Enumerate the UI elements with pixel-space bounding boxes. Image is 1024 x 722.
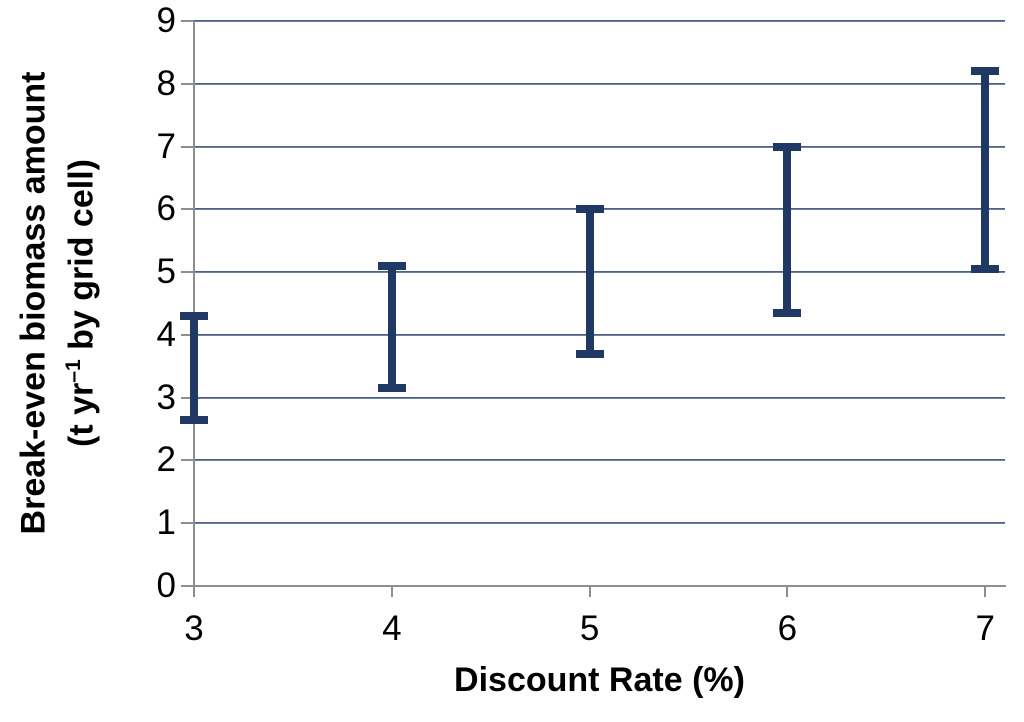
y-tick-5: [181, 271, 194, 274]
error-bar-cap-high-7: [971, 67, 1000, 76]
y-axis-line: [193, 21, 195, 597]
gridline-y-5: [194, 271, 1005, 274]
x-tick-label-6: 6: [777, 609, 798, 648]
y-axis-title-line1: Break-even biomass amount: [14, 71, 53, 535]
y-tick-label-1: 1: [156, 503, 176, 543]
y-tick-1: [181, 522, 194, 525]
y-axis-title: Break-even biomass amount (t yr–1 by gri…: [10, 21, 110, 586]
y-tick-0: [181, 585, 194, 587]
error-bar-cap-low-4: [377, 384, 406, 393]
y-tick-label-8: 8: [156, 63, 176, 103]
x-tick-7: [984, 586, 987, 597]
y-tick-6: [181, 208, 194, 211]
y-tick-label-4: 4: [156, 314, 176, 354]
x-tick-6: [786, 586, 789, 597]
error-bar-cap-high-5: [575, 205, 604, 214]
y-tick-label-9: 9: [156, 1, 176, 40]
y-tick-7: [181, 145, 194, 148]
gridline-y-4: [194, 333, 1005, 336]
y-tick-label-7: 7: [156, 126, 176, 166]
x-tick-3: [193, 586, 195, 597]
error-bar-stem-6: [783, 146, 792, 313]
y-axis-title-line2: (t yr–1 by grid cell): [58, 21, 106, 586]
error-bar-cap-low-7: [971, 264, 1000, 273]
y-tick-2: [181, 459, 194, 462]
y-tick-label-3: 3: [156, 377, 176, 417]
y-tick-3: [181, 396, 194, 399]
gridline-y-2: [194, 459, 1005, 462]
x-tick-label-4: 4: [382, 609, 402, 648]
error-bar-cap-high-6: [773, 142, 802, 151]
gridline-y-7: [194, 145, 1005, 148]
y-axis-title-line2-suffix: by grid cell): [62, 159, 101, 360]
y-tick-label-2: 2: [156, 440, 176, 480]
x-tick-label-3: 3: [184, 609, 204, 648]
y-tick-label-5: 5: [156, 252, 176, 292]
error-bar-stem-3: [190, 316, 198, 420]
error-bar-cap-low-3: [180, 415, 208, 424]
y-axis-title-line2-prefix: (t yr: [62, 382, 101, 447]
gridline-y-8: [194, 82, 1005, 85]
y-axis-title-superscript: –1: [62, 359, 86, 383]
y-tick-4: [181, 333, 194, 336]
error-bar-stem-4: [387, 265, 396, 389]
error-bar-stem-5: [585, 209, 594, 354]
gridline-y-1: [194, 522, 1005, 525]
x-tick-4: [390, 586, 393, 597]
error-bar-stem-7: [981, 71, 990, 269]
plot-area: 0 1 2 3 4 5 6 7 8 9 3 4 5 6 7: [157, 1, 1006, 648]
y-tick-8: [181, 82, 194, 85]
error-bar-cap-low-5: [575, 349, 604, 358]
y-tick-9: [181, 20, 194, 22]
error-bar-cap-high-4: [377, 261, 406, 270]
y-tick-label-6: 6: [156, 189, 176, 229]
gridline-y-9: [194, 20, 1005, 22]
x-axis-line: [193, 585, 1006, 587]
x-tick-label-7: 7: [975, 609, 995, 648]
error-bar-cap-low-6: [773, 308, 802, 317]
x-tick-5: [588, 586, 591, 597]
x-axis-title: Discount Rate (%): [454, 661, 745, 699]
error-bar-cap-high-3: [180, 312, 208, 321]
gridline-y-3: [194, 396, 1005, 399]
x-tick-label-5: 5: [579, 609, 600, 648]
y-tick-label-0: 0: [156, 566, 176, 605]
